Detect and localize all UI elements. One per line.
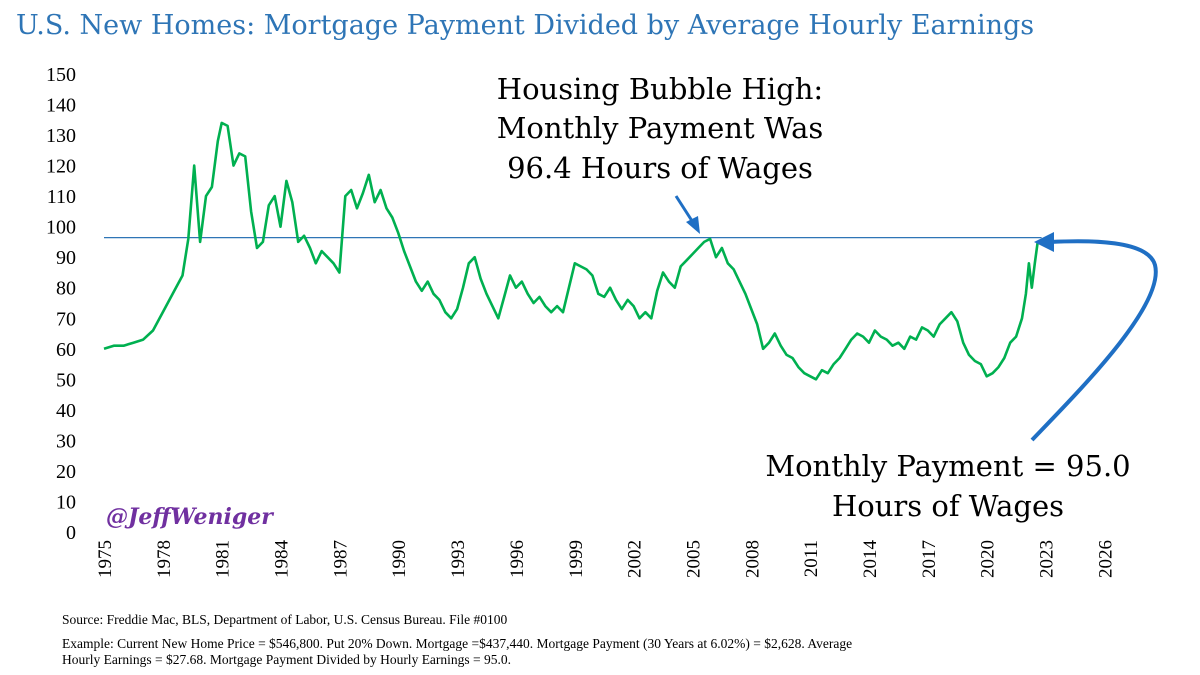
y-tick-label: 30 [56,430,76,452]
y-tick-label: 40 [56,400,76,422]
x-tick-label: 2005 [683,540,704,578]
x-tick-label: 2014 [860,540,881,579]
peak-annotation-line-3: 96.4 Hours of Wages [507,151,813,185]
x-tick-label: 2008 [742,540,763,578]
x-axis: 1975 1978 1981 1984 1987 1990 1993 1996 1999 2002… [95,540,1116,579]
source-note: Source: Freddie Mac, BLS, Department of … [62,612,508,627]
x-tick-label: 2026 [1095,540,1116,578]
x-tick-label: 1987 [330,540,351,578]
x-tick-label: 1975 [95,540,116,578]
y-tick-label: 120 [46,156,76,178]
x-tick-label: 2023 [1037,540,1058,578]
current-annotation-line-1: Monthly Payment = 95.0 [765,449,1130,483]
current-annotation-line-2: Hours of Wages [832,489,1064,523]
x-tick-label: 1999 [566,540,587,578]
peak-arrow [674,195,700,234]
x-tick-label: 2011 [801,540,822,577]
series-line [103,121,1039,381]
y-tick-label: 50 [56,369,76,391]
x-tick-label: 1996 [507,540,528,578]
author-handle: @JeffWeniger [106,504,274,530]
example-note-line-1: Example: Current New Home Price = $546,8… [62,636,852,651]
x-tick-label: 2020 [978,540,999,578]
y-tick-label: 110 [47,186,76,208]
y-tick-label: 100 [46,217,76,239]
x-tick-label: 1978 [154,540,175,578]
y-tick-label: 130 [46,125,76,147]
x-tick-label: 1993 [448,540,469,578]
y-axis: 0 10 20 30 40 50 60 70 80 90 100 110 120 130 140 150 [46,64,76,544]
x-tick-label: 1984 [272,540,293,579]
chart-title: U.S. New Homes: Mortgage Payment Divided… [16,10,1034,41]
y-tick-label: 90 [56,247,76,269]
x-tick-label: 1990 [389,540,410,578]
peak-annotation-line-2: Monthly Payment Was [497,111,824,145]
y-tick-label: 20 [56,461,76,483]
peak-annotation-line-1: Housing Bubble High: [497,72,823,106]
y-tick-label: 10 [56,491,76,513]
x-tick-label: 2002 [625,540,646,578]
y-tick-label: 0 [66,522,76,544]
y-tick-label: 60 [56,339,76,361]
y-tick-label: 80 [56,278,76,300]
current-arrow [1030,232,1158,442]
y-tick-label: 70 [56,308,76,330]
x-tick-label: 2017 [919,540,940,578]
y-tick-label: 140 [46,95,76,117]
example-note-line-2: Hourly Earnings = $27.68. Mortgage Payme… [62,652,511,667]
x-tick-label: 1981 [213,540,234,578]
y-tick-label: 150 [46,64,76,86]
